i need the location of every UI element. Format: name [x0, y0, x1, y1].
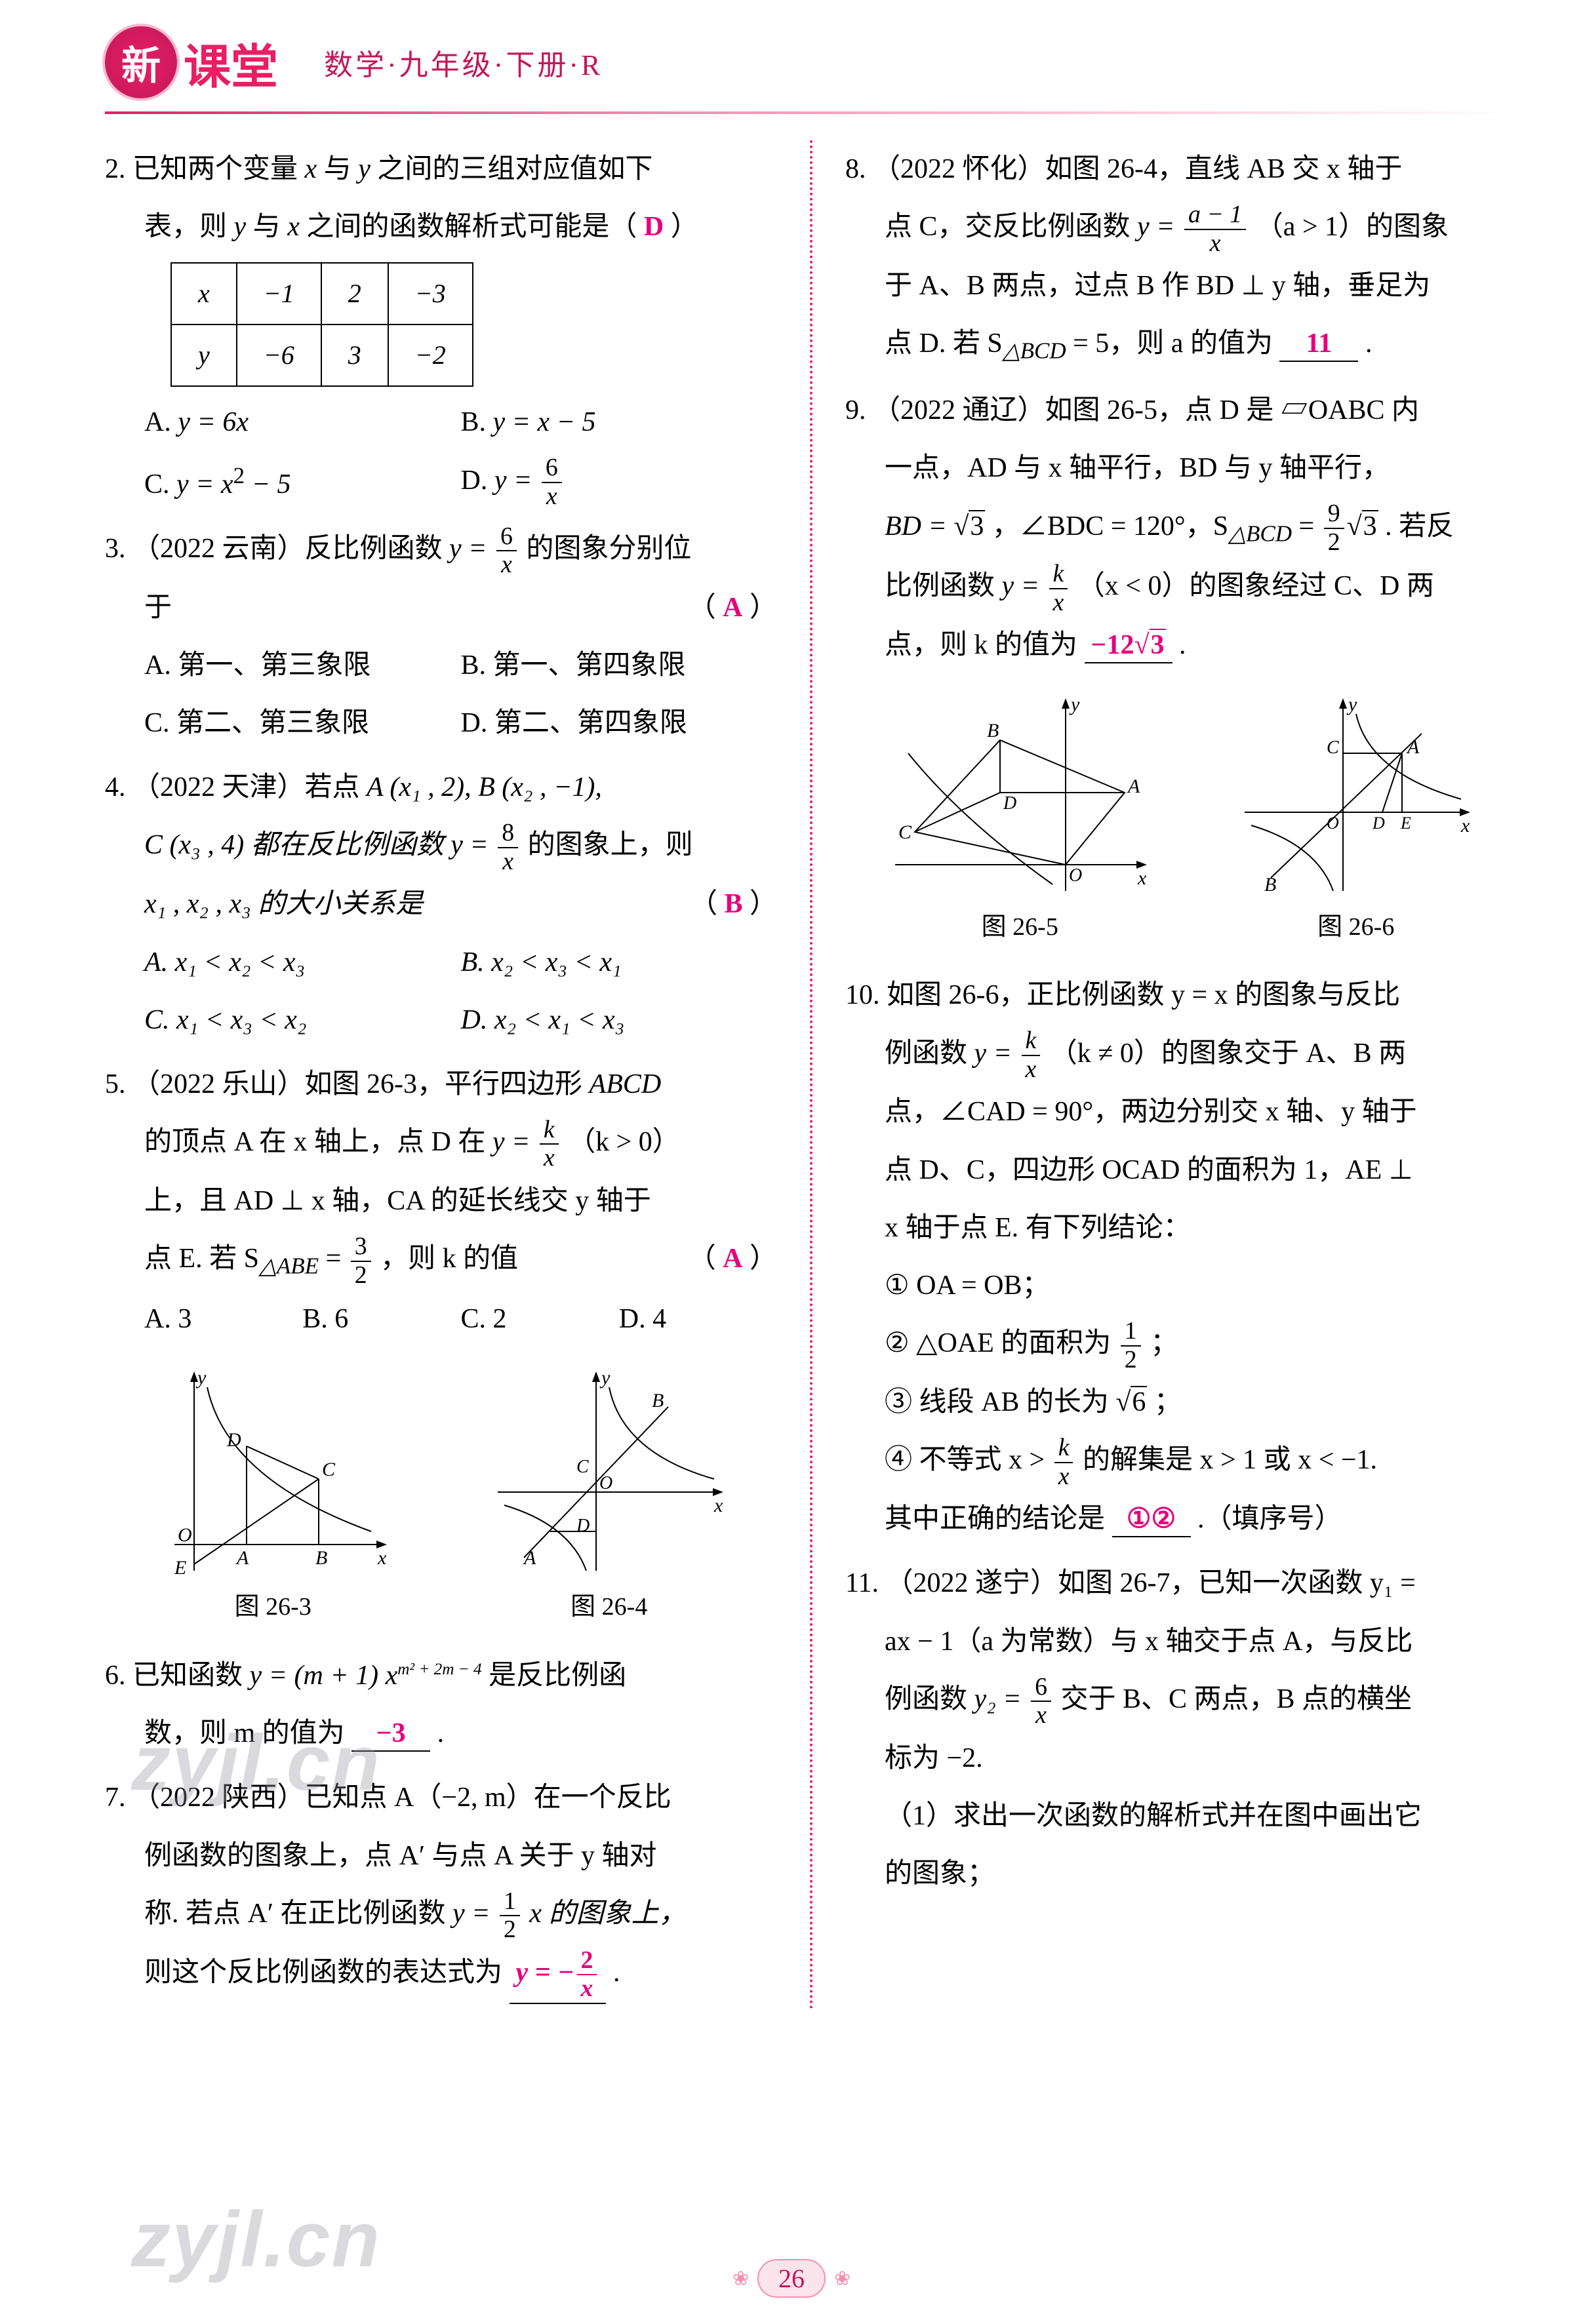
q2-x: x	[305, 154, 317, 184]
svg-text:O: O	[1069, 865, 1082, 886]
question-8: 8. （2022 怀化）如图 26-4，直线 AB 交 x 轴于 点 C，交反比…	[845, 140, 1517, 375]
column-divider	[810, 140, 812, 2011]
left-column: 2. 已知两个变量 x 与 y 之间的三组对应值如下 表，则 y 与 x 之间的…	[105, 140, 777, 2011]
logo: 新 课堂	[105, 26, 298, 98]
svg-text:D: D	[226, 1429, 241, 1451]
q4-options: A. x₁ < x₂ < x₃ B. x₂ < x₃ < x₁ C. x₁ < …	[105, 934, 777, 1049]
q6-answer: −3	[351, 1717, 430, 1751]
q2-stem: 2. 已知两个变量	[105, 154, 305, 184]
table-cell: −1	[237, 263, 321, 325]
svg-text:E: E	[174, 1557, 186, 1577]
q3-options: A. 第一、第三象限 B. 第一、第四象限 C. 第二、第三象限 D. 第二、第…	[105, 637, 777, 752]
svg-text:D: D	[1372, 814, 1385, 833]
svg-text:A: A	[1127, 776, 1140, 797]
page-number: 26	[757, 2259, 826, 2298]
q10-answer: ①②	[1112, 1503, 1191, 1537]
svg-text:A: A	[235, 1547, 249, 1569]
q9-answer: −123	[1085, 629, 1172, 663]
svg-text:C: C	[322, 1459, 336, 1480]
table-cell: x	[171, 263, 237, 325]
q5-options: A. 3 B. 6 C. 2 D. 4	[105, 1290, 777, 1348]
q3-answer: A	[723, 593, 742, 623]
figure-26-4: y x O A B C D 图 26-4	[485, 1361, 734, 1634]
svg-text:A: A	[1406, 736, 1420, 758]
svg-text:E: E	[1400, 814, 1411, 833]
header-rule	[105, 111, 1517, 114]
q2-options: A. y = 6x B. y = x − 5 C. y = x2 − 5 D. …	[105, 393, 777, 513]
q4-answer: B	[724, 889, 742, 919]
table-cell: 3	[321, 325, 388, 386]
svg-text:x: x	[1137, 867, 1147, 889]
logo-text: 课堂	[170, 28, 298, 97]
table-cell: −6	[237, 325, 321, 386]
q7-answer: y = −2x	[510, 1947, 607, 2004]
question-2: 2. 已知两个变量 x 与 y 之间的三组对应值如下 表，则 y 与 x 之间的…	[105, 140, 777, 513]
svg-text:x: x	[377, 1547, 387, 1569]
svg-text:x: x	[713, 1495, 723, 1516]
table-cell: 2	[321, 263, 388, 325]
q9-figures: y x O A B C D 图 26-5	[845, 688, 1517, 954]
table-cell: −3	[388, 263, 473, 325]
svg-text:C: C	[898, 821, 912, 843]
right-column: 8. （2022 怀化）如图 26-4，直线 AB 交 x 轴于 点 C，交反比…	[845, 140, 1517, 2011]
page-header: 新 课堂 数学·九年级·下册·R	[105, 26, 1517, 98]
svg-text:O: O	[599, 1473, 612, 1493]
question-6: 6. 已知函数 y = (m + 1) xm² + 2m − 4 是反比例函 数…	[105, 1647, 777, 1762]
svg-text:B: B	[987, 720, 999, 741]
figure-26-3: y x O A B C D E 图 26-3	[148, 1361, 397, 1634]
svg-text:y: y	[195, 1367, 207, 1388]
svg-text:A: A	[523, 1547, 536, 1569]
q2-y: y	[358, 154, 371, 184]
q8-answer: 11	[1279, 327, 1358, 361]
svg-text:O: O	[1327, 814, 1339, 833]
svg-text:y: y	[1346, 694, 1357, 715]
question-7: 7. （2022 陕西）已知点 A（−2, m）在一个反比 例函数的图象上，点 …	[105, 1769, 777, 2003]
svg-text:y: y	[1069, 694, 1080, 715]
q2-answer: D	[644, 212, 664, 242]
svg-text:C: C	[1327, 738, 1339, 758]
svg-text:O: O	[178, 1524, 192, 1546]
question-9: 9. （2022 通辽）如图 26-5，点 D 是 ▱OABC 内 一点，AD …	[845, 382, 1517, 953]
svg-text:C: C	[576, 1457, 589, 1477]
svg-text:B: B	[652, 1390, 664, 1411]
svg-text:D: D	[576, 1516, 590, 1536]
svg-text:B: B	[1264, 874, 1276, 896]
figure-26-6: y x O A B C D E 图 26-6	[1232, 688, 1481, 954]
content-columns: 2. 已知两个变量 x 与 y 之间的三组对应值如下 表，则 y 与 x 之间的…	[105, 140, 1517, 2011]
svg-text:D: D	[1003, 793, 1016, 814]
table-cell: y	[171, 325, 237, 386]
logo-badge: 新	[105, 26, 177, 98]
header-subtitle: 数学·九年级·下册·R	[324, 41, 603, 83]
q2-table: x −1 2 −3 y −6 3 −2	[170, 262, 473, 387]
q5-figures: y x O A B C D E 图 26-3	[105, 1361, 777, 1634]
watermark: zyjl.cn	[131, 2194, 381, 2285]
question-10: 10. 如图 26-6，正比例函数 y = x 的图象与反比 例函数 y = k…	[845, 966, 1517, 1548]
svg-text:x: x	[1460, 815, 1470, 837]
question-4: 4. （2022 天津）若点 A (x₁ , 2), B (x₂ , −1), …	[105, 758, 777, 1049]
page: 新 课堂 数学·九年级·下册·R 2. 已知两个变量 x 与 y 之间的三组对应…	[0, 0, 1583, 2324]
question-5: 5. （2022 乐山）如图 26-3，平行四边形 ABCD 的顶点 A 在 x…	[105, 1055, 777, 1634]
table-cell: −2	[388, 325, 473, 386]
q5-answer: A	[723, 1244, 742, 1274]
svg-text:B: B	[315, 1547, 327, 1569]
svg-text:y: y	[599, 1367, 611, 1388]
question-3: 3. （2022 云南）反比例函数 y = 6x 的图象分别位 于 （ A ） …	[105, 520, 777, 752]
question-11: 11. （2022 遂宁）如图 26-7，已知一次函数 y₁ = ax − 1（…	[845, 1554, 1517, 1902]
figure-26-5: y x O A B C D 图 26-5	[882, 688, 1157, 954]
